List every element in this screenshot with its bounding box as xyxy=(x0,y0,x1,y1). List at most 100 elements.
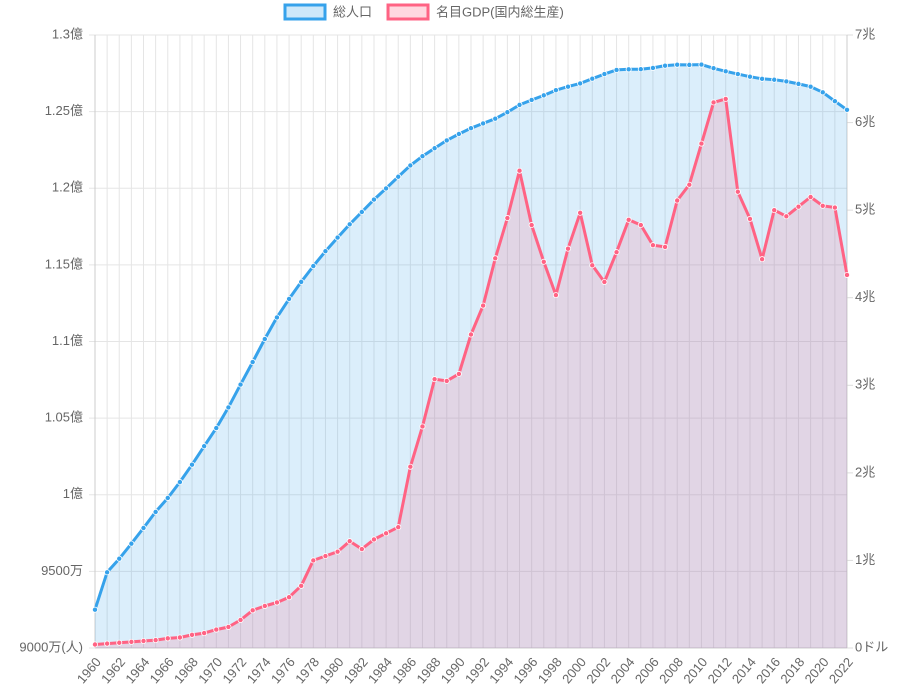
point xyxy=(565,245,572,252)
point xyxy=(795,203,802,210)
point xyxy=(637,66,644,73)
point xyxy=(431,376,438,383)
y-tick-label: 1.1億 xyxy=(52,333,83,348)
point xyxy=(310,263,317,270)
point xyxy=(649,242,656,249)
point xyxy=(346,538,353,545)
x-tick-label: 2008 xyxy=(656,654,686,686)
point xyxy=(286,295,293,302)
x-tick-label: 1998 xyxy=(535,654,565,686)
point xyxy=(819,89,826,96)
point xyxy=(795,80,802,87)
x-tick-label: 2012 xyxy=(705,654,735,686)
point xyxy=(783,213,790,220)
x-tick-label: 2018 xyxy=(777,654,807,686)
point xyxy=(249,607,256,614)
y2-tick-label: 1兆 xyxy=(855,552,875,567)
y2-tick-label: 7兆 xyxy=(855,26,875,41)
point xyxy=(637,222,644,229)
point xyxy=(710,65,717,72)
point xyxy=(273,314,280,321)
x-tick-label: 1984 xyxy=(365,654,395,686)
x-tick-label: 2000 xyxy=(559,654,589,686)
legend-label: 名目GDP(国内総生産) xyxy=(436,4,564,19)
point xyxy=(746,73,753,80)
point xyxy=(201,630,208,637)
point xyxy=(237,381,244,388)
point xyxy=(176,479,183,486)
y2-tick-label: 0ドル xyxy=(855,639,888,654)
y-tick-label: 9000万(人) xyxy=(19,639,83,654)
point xyxy=(383,530,390,537)
x-tick-label: 1972 xyxy=(219,654,249,686)
point xyxy=(346,221,353,228)
point xyxy=(358,546,365,553)
y-tick-label: 1.15億 xyxy=(45,256,83,271)
x-tick-label: 1968 xyxy=(171,654,201,686)
point xyxy=(152,508,159,515)
point xyxy=(322,248,329,255)
point xyxy=(310,557,317,564)
point xyxy=(540,258,547,265)
y2-tick-label: 4兆 xyxy=(855,289,875,304)
point xyxy=(225,623,232,630)
x-tick-label: 1974 xyxy=(244,654,274,686)
point xyxy=(504,215,511,222)
point xyxy=(467,125,474,132)
legend-label: 総人口 xyxy=(333,4,372,19)
y2-tick-label: 3兆 xyxy=(855,377,875,392)
point xyxy=(540,92,547,99)
point xyxy=(565,83,572,90)
point xyxy=(455,370,462,377)
area xyxy=(95,98,847,648)
x-tick-label: 1964 xyxy=(122,654,152,686)
point xyxy=(431,145,438,152)
point xyxy=(734,71,741,78)
point xyxy=(844,271,851,278)
point xyxy=(625,66,632,73)
x-tick-label: 1994 xyxy=(486,654,516,686)
x-tick-label: 1988 xyxy=(413,654,443,686)
point xyxy=(516,167,523,174)
y2-tick-label: 5兆 xyxy=(855,202,875,217)
x-tick-label: 1980 xyxy=(316,654,346,686)
point xyxy=(334,234,341,241)
y-tick-label: 1.05億 xyxy=(45,410,83,425)
point xyxy=(261,602,268,609)
point xyxy=(722,95,729,102)
y2-tick-label: 2兆 xyxy=(855,464,875,479)
point xyxy=(370,536,377,543)
point xyxy=(395,524,402,531)
x-tick-label: 1970 xyxy=(195,654,225,686)
x-tick-label: 2022 xyxy=(826,654,856,686)
x-tick-label: 1992 xyxy=(462,654,492,686)
point xyxy=(480,302,487,309)
point xyxy=(152,637,159,644)
point xyxy=(734,188,741,195)
point xyxy=(213,626,220,633)
x-tick-label: 1976 xyxy=(268,654,298,686)
point xyxy=(674,197,681,204)
point xyxy=(298,278,305,285)
point xyxy=(92,606,99,613)
point xyxy=(164,635,171,642)
x-tick-label: 2010 xyxy=(680,654,710,686)
point xyxy=(140,525,147,532)
x-tick-label: 1960 xyxy=(74,654,104,686)
point xyxy=(577,209,584,216)
point xyxy=(370,196,377,203)
area xyxy=(95,64,847,649)
point xyxy=(322,553,329,560)
point xyxy=(504,109,511,116)
point xyxy=(759,75,766,82)
point xyxy=(201,443,208,450)
point xyxy=(710,99,717,106)
point xyxy=(225,404,232,411)
point xyxy=(128,540,135,547)
y-tick-label: 1.3億 xyxy=(52,26,83,41)
point xyxy=(273,599,280,606)
point xyxy=(383,185,390,192)
x-tick-label: 1966 xyxy=(147,654,177,686)
point xyxy=(189,461,196,468)
